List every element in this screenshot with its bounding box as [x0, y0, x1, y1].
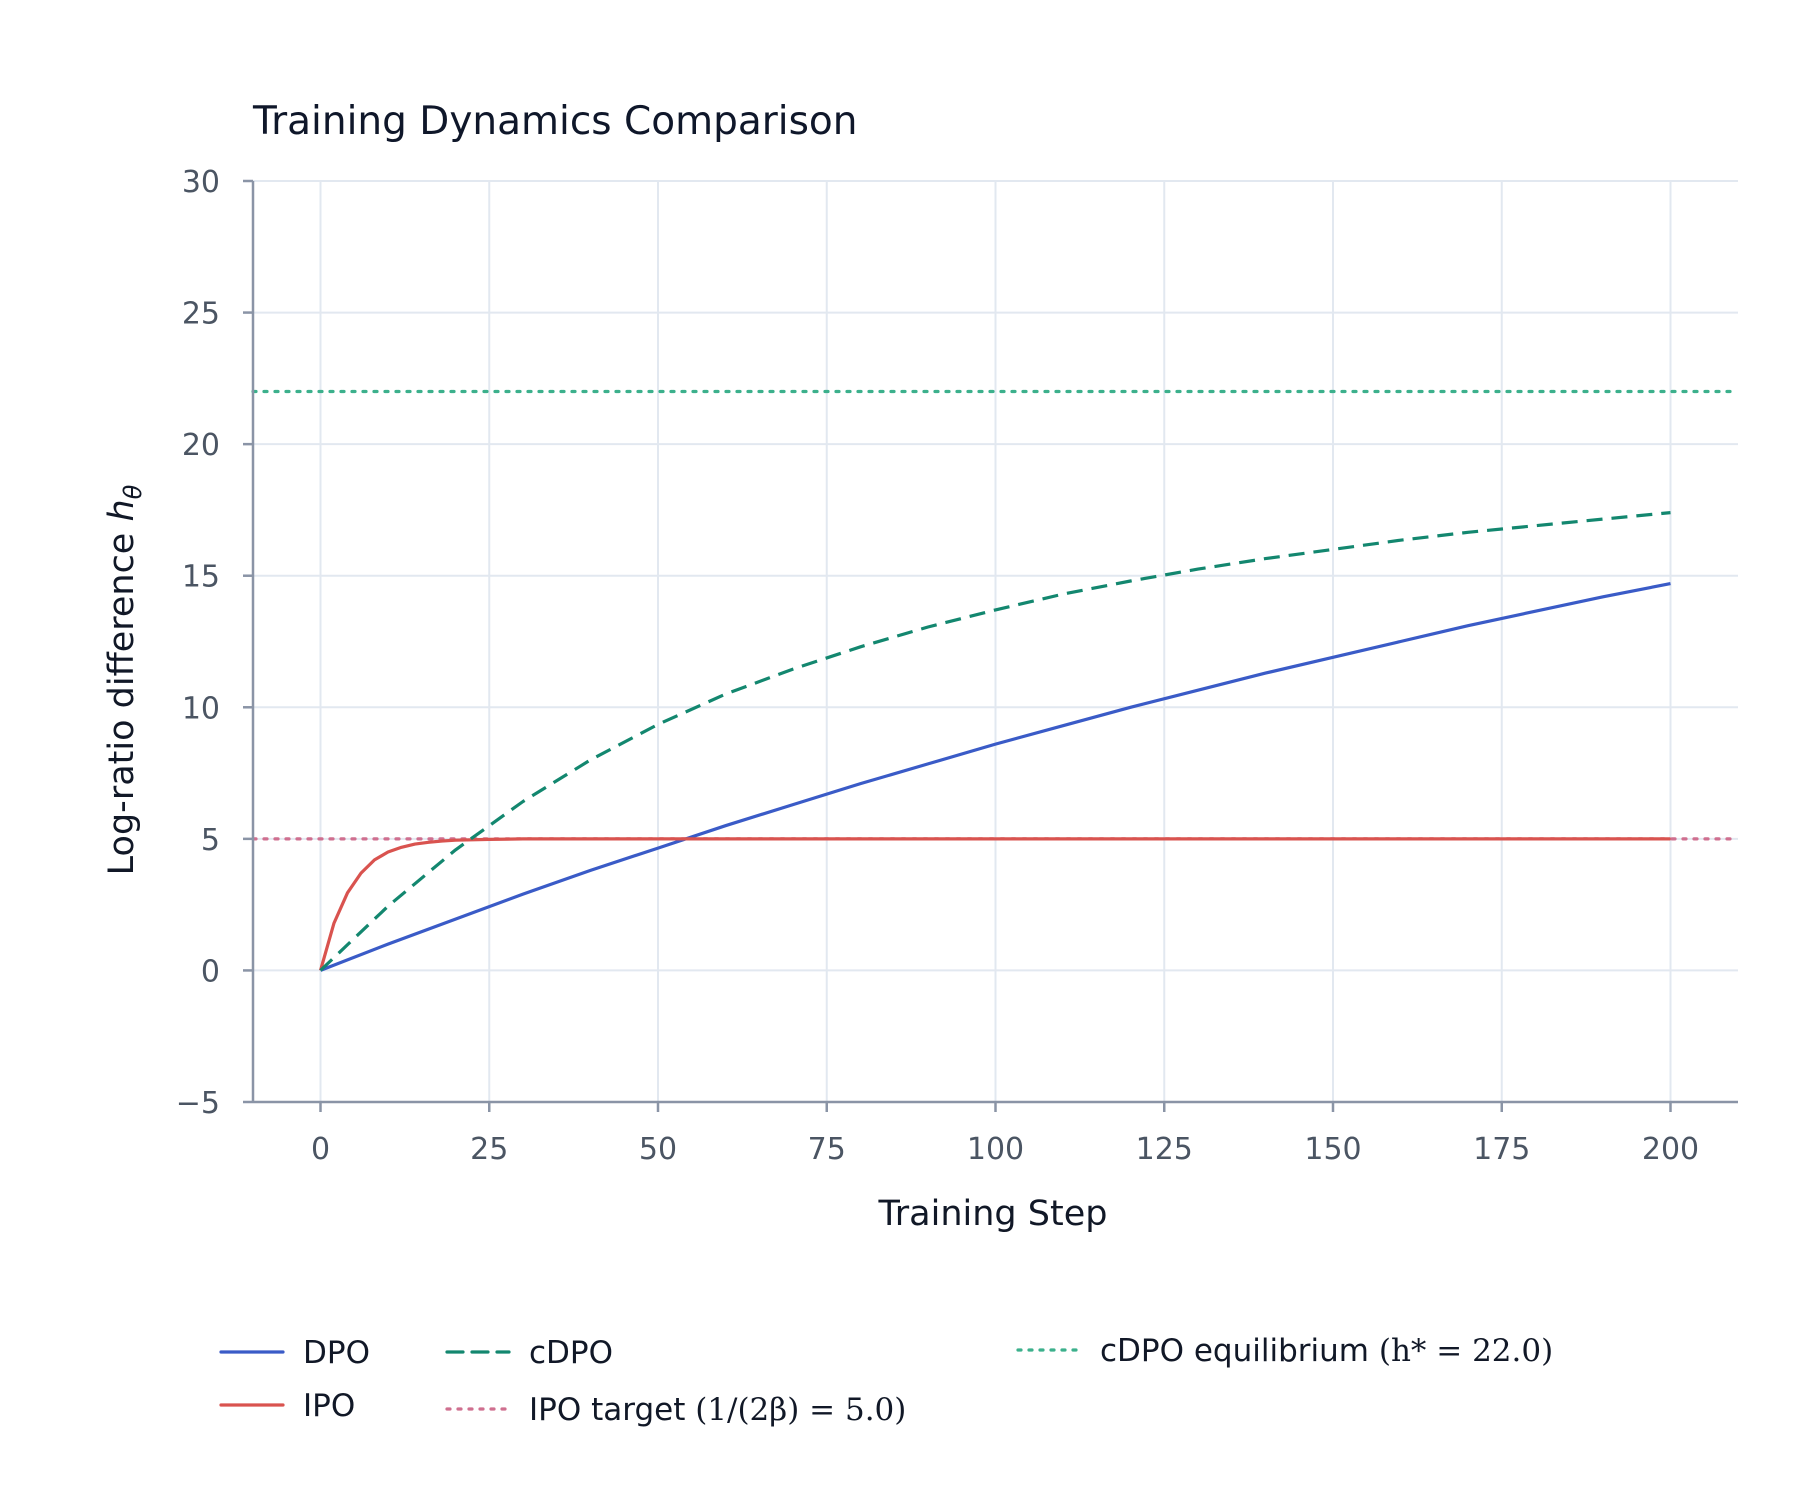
legend-text-dpo: DPO [303, 1335, 370, 1371]
chart-title: Training Dynamics Comparison [252, 99, 858, 144]
x-tick-label: 50 [639, 1132, 677, 1167]
y-axis-label-subscript: θ [119, 484, 147, 499]
x-axis-label: Training Step [878, 1194, 1108, 1234]
legend-label-ipo: IPO [303, 1388, 355, 1424]
y-tick-label: 5 [201, 823, 220, 858]
legend-label-dpo: DPO [303, 1335, 370, 1371]
y-tick-label: 15 [182, 560, 220, 595]
x-tick-label: 150 [1304, 1132, 1361, 1167]
x-tick-label: 0 [311, 1132, 330, 1167]
legend-item-ipo_target: IPO target (1/(2β) = 5.0) [445, 1392, 906, 1428]
axes [243, 179, 1738, 1112]
gridlines [253, 180, 1738, 1103]
y-tick-label: 30 [182, 165, 220, 200]
ipo-line [318, 837, 1671, 971]
legend-label-cdpo: cDPO [529, 1335, 613, 1371]
y-tick-label: −5 [176, 1086, 220, 1121]
legend-text-cdpo_eq: cDPO equilibrium [1100, 1333, 1379, 1369]
legend-math-cdpo_eq: (h* = 22.0) [1379, 1333, 1553, 1369]
series-lines [318, 511, 1671, 972]
y-tick-label: 10 [182, 691, 220, 726]
y-tick-label: 25 [182, 297, 220, 332]
legend-text-ipo: IPO [303, 1388, 355, 1424]
legend-item-dpo: DPO [219, 1335, 370, 1371]
x-tick-label: 25 [470, 1132, 508, 1167]
x-tick-label: 125 [1136, 1132, 1193, 1167]
legend-label-ipo_target: IPO target (1/(2β) = 5.0) [529, 1392, 906, 1428]
legend-item-cdpo: cDPO [445, 1335, 613, 1371]
y-axis-label-math: h [102, 499, 142, 521]
legend-math-ipo_target: (1/(2β) = 5.0) [695, 1392, 906, 1428]
legend: DPO IPO cDPO IPO target (1/(2β) = 5.0) cDPO … [219, 1333, 1553, 1428]
legend-text-ipo_target: IPO target [529, 1392, 695, 1428]
legend-label-cdpo_eq: cDPO equilibrium (h* = 22.0) [1100, 1333, 1553, 1369]
x-tick-label: 200 [1642, 1132, 1699, 1167]
x-tick-label: 75 [808, 1132, 846, 1167]
x-tick-label: 100 [967, 1132, 1024, 1167]
legend-item-ipo: IPO [219, 1388, 355, 1424]
tick-labels: 0 25 50 75 100 125 150 175 200 −5 0 5 10 15 20 25 30 [176, 165, 1699, 1167]
legend-text-cdpo: cDPO [529, 1335, 613, 1371]
legend-item-cdpo_eq: cDPO equilibrium (h* = 22.0) [1016, 1333, 1553, 1369]
y-axis-label-text: Log-ratio difference [102, 522, 142, 876]
y-axis-label: Log-ratio difference hθ [102, 484, 147, 875]
x-tick-label: 175 [1473, 1132, 1530, 1167]
y-tick-label: 0 [201, 954, 220, 989]
cdpo-line [319, 511, 1671, 972]
dpo-line [319, 582, 1671, 972]
y-tick-label: 20 [182, 428, 220, 463]
